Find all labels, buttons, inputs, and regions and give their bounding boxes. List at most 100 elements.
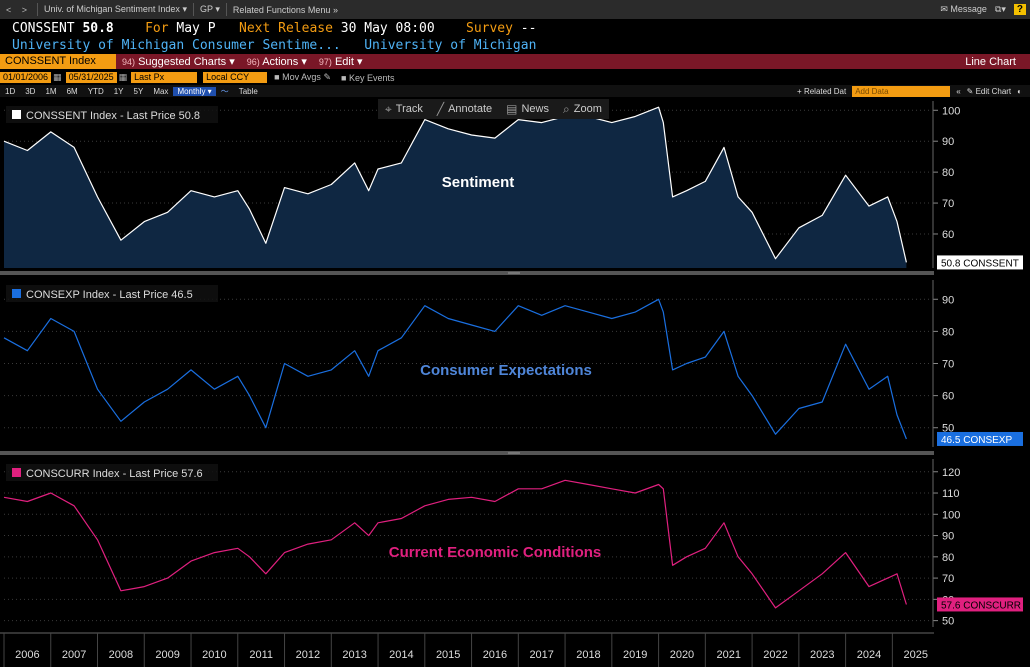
y-tick-label: 100: [942, 509, 960, 521]
chart-type-label[interactable]: Line Chart: [965, 55, 1016, 68]
zoom-button[interactable]: ⌕ Zoom: [556, 102, 609, 117]
window-menu-icon[interactable]: ⧉▾: [994, 4, 1006, 14]
panel-expectations[interactable]: 50 60 70 80 90 46.5 CONSEXP CONSEXP Index - La…: [3, 280, 1023, 447]
next-release-value: 30 May 08:00: [340, 21, 435, 36]
function-dropdown[interactable]: Univ. of Michigan Sentiment Index ▾: [44, 4, 187, 15]
period-bar: 1D 3D 1M 6M YTD 1Y 5Y Max Monthly ▾ 〜 Ta…: [0, 85, 1030, 97]
period-1m[interactable]: 1M: [45, 86, 57, 96]
table-button[interactable]: Table: [238, 86, 258, 96]
pencil-icon: ✎: [966, 86, 974, 96]
source: University of Michigan: [364, 38, 537, 53]
x-tick-label: 2025: [903, 649, 927, 661]
series-line-current[interactable]: [3, 479, 907, 609]
last-price-tag-bg: [937, 597, 1023, 612]
period-5y[interactable]: 5Y: [133, 86, 144, 96]
series-area-sentiment: [4, 107, 907, 268]
annotate-button[interactable]: ╱ Annotate: [430, 102, 499, 116]
legend-label[interactable]: CONSEXP Index - Last Price 46.5: [26, 289, 193, 301]
period-1d[interactable]: 1D: [5, 86, 16, 96]
news-button[interactable]: ▤ News: [499, 102, 556, 116]
line-draw-icon: ╱: [436, 102, 445, 116]
y-tick-label: 50: [942, 616, 954, 628]
calendar-icon[interactable]: ▦: [118, 72, 128, 82]
security-field[interactable]: CONSSENT Index: [0, 54, 116, 69]
period-3d[interactable]: 3D: [25, 86, 36, 96]
panel-divider[interactable]: [0, 451, 934, 455]
edit-chart-button[interactable]: ✎ Edit Chart: [967, 87, 1012, 96]
edit-button[interactable]: 97) Edit ▾: [313, 55, 369, 68]
last-price-tag: 50.8 CONSSENT: [941, 258, 1019, 269]
related-functions-menu[interactable]: Related Functions Menu »: [233, 5, 338, 15]
panel-sentiment[interactable]: 60 70 80 90 100 50.8 CONSSENT CONSSENT Index -…: [3, 101, 1023, 270]
panel-divider[interactable]: [0, 271, 934, 275]
checkbox-icon: ■: [341, 72, 347, 83]
panel-current[interactable]: 506070809010011012057.6 CONSCURRCONSCURR…: [3, 459, 1023, 628]
legend-bg: [6, 464, 218, 481]
x-tick-label: 2011: [249, 649, 273, 661]
chart-canvas[interactable]: 60 70 80 90 100 50.8 CONSSENT CONSSENT Index -…: [0, 97, 1030, 667]
start-date-input[interactable]: 01/01/2006: [0, 72, 52, 83]
y-tick-label: 110: [942, 488, 960, 500]
legend-swatch: [12, 110, 21, 119]
frequency-select[interactable]: Monthly ▾: [173, 86, 216, 96]
menu-number: 97): [318, 57, 332, 67]
last-price-tag-bg: [937, 431, 1023, 446]
crosshair-icon: ⌖: [385, 101, 392, 116]
top-menu-bar: < > Univ. of Michigan Sentiment Index ▾ …: [0, 0, 1030, 19]
chart-settings-icon[interactable]: ◐: [1017, 86, 1022, 96]
y-tick-label: 120: [942, 467, 960, 479]
edit-chart-label: Edit Chart: [975, 86, 1012, 96]
period-max[interactable]: Max: [153, 86, 169, 96]
key-events-toggle[interactable]: ■ Key Events: [341, 73, 394, 83]
y-tick-label: 100: [942, 105, 960, 117]
y-tick-label: 70: [942, 573, 954, 585]
help-button[interactable]: ?: [1013, 4, 1026, 15]
y-tick-label: 80: [942, 167, 954, 179]
chart-toolbar: ⌖ Track ╱ Annotate ▤ News ⌕ Zoom: [378, 99, 609, 119]
x-tick-label: 2016: [483, 649, 507, 661]
gp-dropdown[interactable]: GP ▾: [200, 4, 220, 15]
x-tick-label: 2008: [109, 649, 133, 661]
collapse-icon[interactable]: «: [956, 86, 961, 96]
price-field-select[interactable]: Last Px: [131, 72, 198, 83]
chart-annotation: Consumer Expectations: [420, 362, 592, 379]
series-line-expectations[interactable]: [3, 298, 907, 440]
chart-annotation: Current Economic Conditions: [389, 544, 602, 561]
chevron-down-icon: ▾: [215, 4, 220, 14]
suggested-charts-button[interactable]: 94) Suggested Charts ▾: [116, 55, 241, 68]
line-style-icon[interactable]: 〜: [220, 86, 229, 96]
security-description: University of Michigan Consumer Sentime.…: [12, 38, 536, 53]
chevron-down-icon: ▾: [229, 56, 235, 68]
annotate-label: Annotate: [448, 103, 493, 115]
mov-avgs-toggle[interactable]: ■ Mov Avgs ✎: [274, 72, 331, 83]
end-date-input[interactable]: 05/31/2025: [65, 72, 117, 83]
chevron-down-icon: ▾: [356, 56, 363, 68]
x-tick-label: 2019: [623, 649, 647, 661]
calendar-icon[interactable]: ▦: [53, 72, 62, 82]
period-ytd[interactable]: YTD: [87, 86, 104, 96]
zoom-label: Zoom: [573, 103, 602, 115]
period-1y[interactable]: 1Y: [113, 86, 124, 96]
currency-select[interactable]: Local CCY: [203, 72, 268, 83]
menu-number: 94): [122, 57, 136, 67]
x-tick-label: 2006: [15, 649, 39, 661]
survey-value: --: [520, 21, 537, 36]
divider: [37, 3, 39, 16]
series-line-sentiment[interactable]: [3, 106, 907, 263]
track-button[interactable]: ⌖ Track: [378, 102, 430, 117]
message-label: Message: [950, 4, 987, 14]
message-button[interactable]: ✉ Message: [940, 4, 987, 15]
for-value: May P: [176, 21, 216, 36]
x-tick-label: 2024: [857, 649, 881, 661]
legend-label[interactable]: CONSCURR Index - Last Price 57.6: [26, 468, 203, 480]
actions-button[interactable]: 96) Actions ▾: [241, 55, 313, 68]
related-functions-label: Related Functions Menu: [232, 4, 331, 15]
pencil-icon: ✎: [323, 72, 331, 82]
period-6m[interactable]: 6M: [66, 86, 78, 96]
related-data-button[interactable]: + Related Dat: [797, 86, 847, 96]
x-tick-label: 2017: [529, 649, 553, 661]
checkbox-icon: ■: [274, 72, 280, 82]
add-data-input[interactable]: Add Data: [852, 85, 951, 97]
back-forward-icon[interactable]: < >: [6, 4, 32, 15]
legend-label[interactable]: CONSSENT Index - Last Price 50.8: [26, 110, 200, 122]
